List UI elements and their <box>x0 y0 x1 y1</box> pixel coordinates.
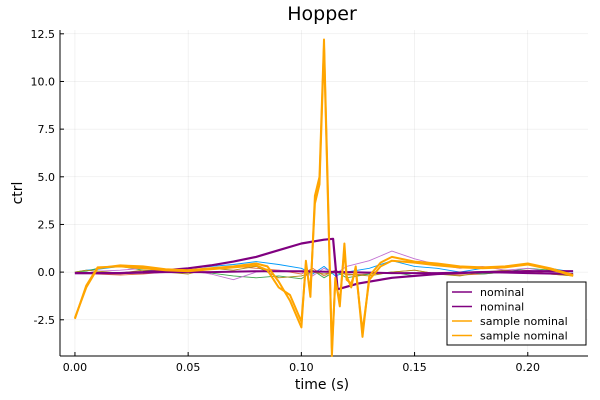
x-tick-label: 0.00 <box>63 361 88 374</box>
y-axis-title: ctrl <box>10 182 26 205</box>
y-tick-label: 5.0 <box>38 171 56 184</box>
legend-label: sample nominal <box>480 315 568 328</box>
series-line <box>74 270 574 275</box>
plot-area <box>73 38 574 357</box>
x-tick-label: 0.10 <box>289 361 314 374</box>
legend-label: nominal <box>480 301 524 314</box>
x-tick-label: 0.15 <box>402 361 427 374</box>
y-tick-label: 12.5 <box>31 28 56 41</box>
y-tick-label: 2.5 <box>38 218 56 231</box>
chart-title: Hopper <box>287 3 357 25</box>
x-axis-title: time (s) <box>295 377 349 393</box>
y-tick-label: 7.5 <box>38 123 56 136</box>
y-tick-label: -2.5 <box>34 314 55 327</box>
legend-label: sample nominal <box>480 330 568 343</box>
series-line <box>73 46 574 350</box>
y-tick-label: 0.0 <box>38 266 56 279</box>
ticks: 0.00 0.05 0.10 0.15 0.20 -2.5 0.0 2.5 5.0 7.5 10.0… <box>31 28 541 374</box>
legend-label: nominal <box>480 286 524 299</box>
y-tick-label: 10.0 <box>31 75 56 88</box>
x-tick-label: 0.05 <box>176 361 201 374</box>
x-tick-label: 0.20 <box>516 361 541 374</box>
axes <box>59 30 588 357</box>
